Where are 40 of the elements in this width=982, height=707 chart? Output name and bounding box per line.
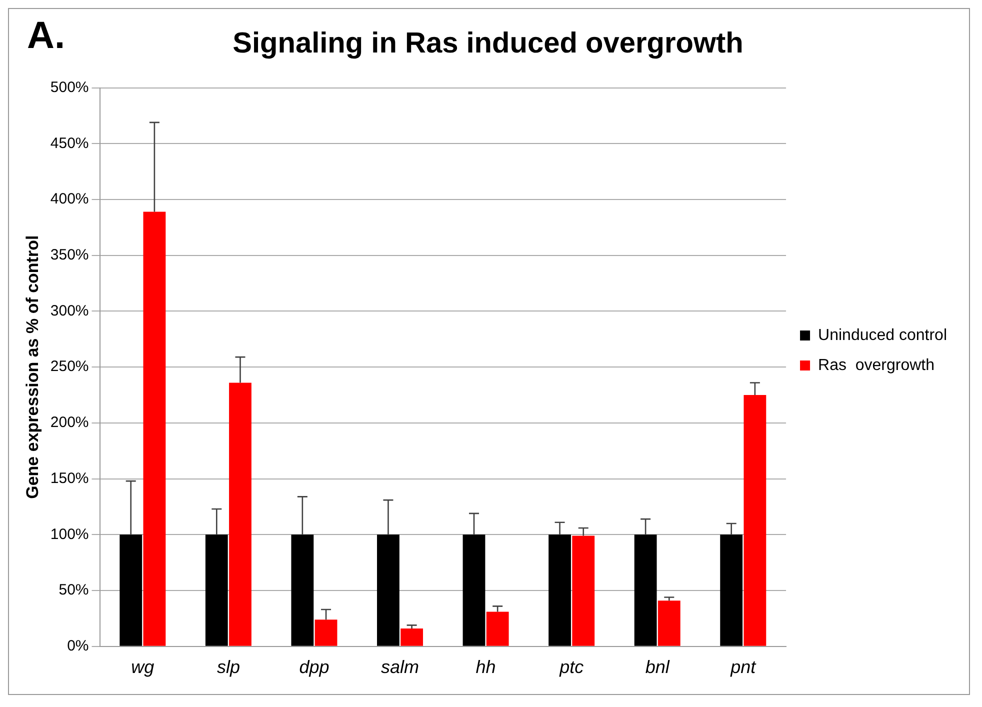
- x-tick-label: ptc: [558, 657, 584, 678]
- y-tick-label: 300%: [50, 302, 89, 320]
- bar: [120, 534, 142, 646]
- y-tick-label: 350%: [50, 246, 89, 264]
- y-tick-label: 450%: [50, 134, 89, 152]
- x-tick-label: hh: [476, 657, 496, 678]
- y-tick-label: 250%: [50, 358, 89, 376]
- legend-label: Uninduced control: [818, 326, 947, 344]
- bar: [314, 620, 338, 646]
- bar: [462, 534, 486, 646]
- y-tick-label: 150%: [50, 470, 89, 487]
- bar: [400, 628, 424, 646]
- bar: [658, 600, 680, 646]
- x-tick-label: pnt: [730, 657, 757, 678]
- bar: [572, 536, 595, 646]
- y-tick-label: 500%: [50, 78, 89, 96]
- bar: [143, 212, 166, 646]
- bar: [720, 534, 743, 646]
- y-axis-title: Gene expression as % of control: [22, 235, 42, 499]
- x-tick-label: salm: [381, 657, 420, 678]
- bar: [377, 534, 400, 646]
- bar: [486, 612, 509, 646]
- legend-label: Ras overgrowth: [818, 356, 935, 374]
- y-tick-label: 100%: [50, 526, 89, 543]
- x-tick-label: wg: [131, 657, 154, 678]
- bar: [744, 395, 766, 646]
- bar: [634, 534, 657, 646]
- y-tick-label: 200%: [50, 414, 89, 432]
- text: A.: [27, 15, 65, 58]
- y-tick-label: 400%: [50, 190, 89, 208]
- x-tick-label: slp: [216, 657, 240, 678]
- bar: [205, 534, 228, 646]
- bar: [291, 534, 314, 646]
- bar: [548, 534, 571, 646]
- y-tick-label: 50%: [58, 582, 89, 599]
- bar: [229, 382, 252, 646]
- y-tick-label: 0%: [67, 638, 89, 655]
- x-tick-label: dpp: [299, 657, 330, 678]
- chart-title: Signaling in Ras induced overgrowth: [232, 27, 744, 60]
- x-tick-label: bnl: [645, 657, 670, 678]
